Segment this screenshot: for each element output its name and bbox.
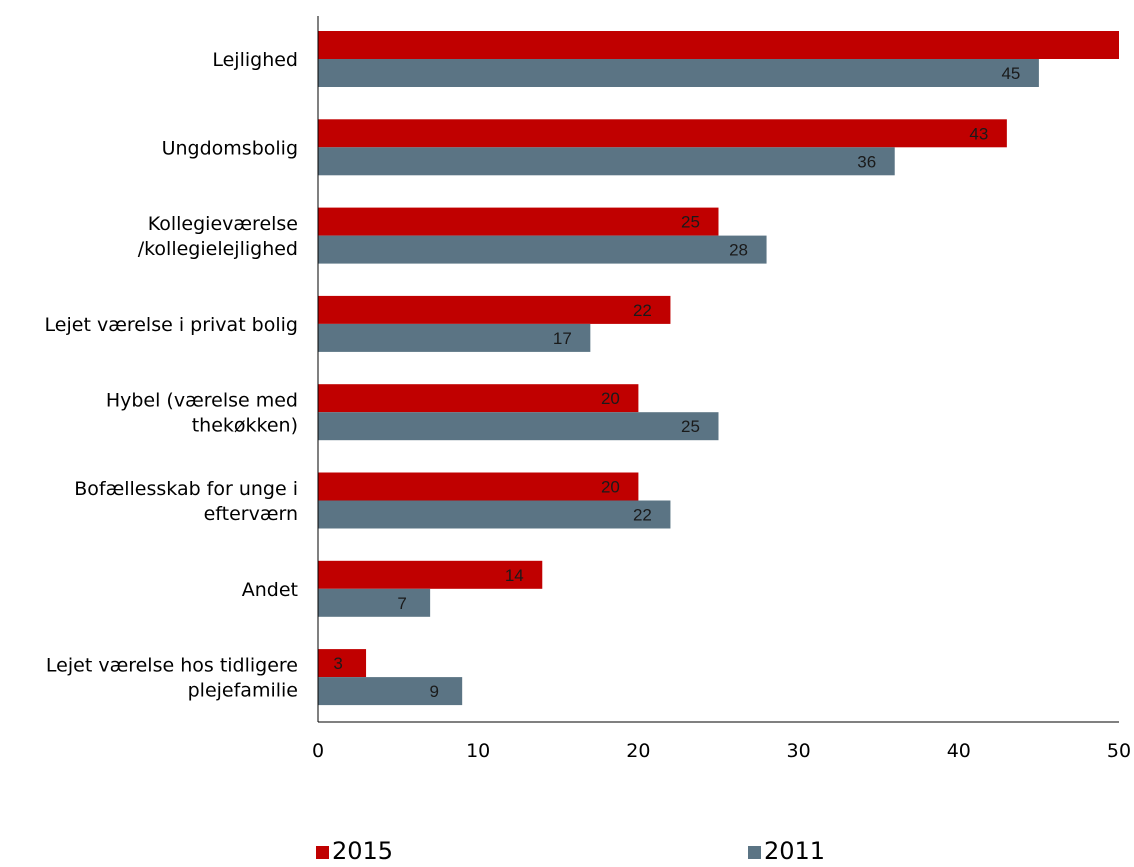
legend-label-2015: 2015 [332,837,393,865]
data-label-2011-8: 9 [429,682,438,701]
legend-swatch-2015 [316,846,329,859]
bar-2011-2 [318,147,895,176]
bar-2015-6 [318,472,639,501]
category-label-4: Lejet værelse i privat bolig [45,314,298,336]
data-label-2015-7: 14 [505,566,524,585]
data-label-2011-6: 22 [633,506,652,525]
x-tick-label: 30 [787,740,811,762]
legend-swatch-2011 [748,846,761,859]
data-label-2011-3: 28 [729,241,748,260]
legend-label-2011: 2011 [764,837,825,865]
bar-2011-1 [318,59,1039,87]
data-label-2011-5: 25 [681,417,700,436]
category-labels-layer: Lejlighed Ungdomsbolig Kollegieværelse/kol… [45,49,298,702]
bar-2015-7 [318,560,543,589]
data-label-2015-2: 43 [969,124,988,143]
x-tick-label: 40 [947,740,971,762]
x-tick-label: 10 [466,740,490,762]
bar-2015-4 [318,295,671,324]
data-labels-layer: 45 43 36 25 28 22 17 20 25 20 22 14 7 3 9 [333,64,1020,701]
x-tick-label: 20 [626,740,650,762]
data-label-2015-4: 22 [633,301,652,320]
data-label-2011-7: 7 [397,594,406,613]
category-label-8: plejefamilie [188,680,298,702]
bars-layer [318,31,1119,706]
bar-2011-4 [318,323,591,352]
x-tick-label: 0 [312,740,324,762]
bar-2015-8 [318,649,367,678]
bar-2015-2 [318,119,1007,148]
bar-2011-5 [318,412,719,441]
data-label-2011-1: 45 [1001,64,1020,83]
category-label-6: efterværn [204,503,298,525]
axes-layer: 0 10 20 30 40 50 [312,16,1131,762]
category-label-5: thekøkken) [192,415,298,437]
category-label-3: /kollegielejlighed [138,238,298,260]
x-tick-label: 50 [1107,740,1131,762]
data-label-2011-2: 36 [857,152,876,171]
data-label-2015-3: 25 [681,213,700,232]
category-label-5: Hybel (værelse med [106,390,298,412]
bar-2011-7 [318,588,431,617]
data-label-2015-5: 20 [601,389,620,408]
bar-2015-5 [318,384,639,413]
bar-2011-3 [318,235,767,264]
category-label-6: Bofællesskab for unge i [74,478,298,500]
legend: 2015 2011 [316,837,825,865]
category-label-8: Lejet værelse hos tidligere [46,655,298,677]
category-label-1: Lejlighed [212,49,298,71]
category-label-2: Ungdomsbolig [162,137,298,159]
bar-2011-8 [318,677,463,706]
data-label-2015-8: 3 [333,654,342,673]
category-label-7: Andet [242,579,298,601]
bar-2015-1 [318,31,1119,59]
category-label-3: Kollegieværelse [148,213,298,235]
bar-2011-6 [318,500,671,529]
bar-2015-3 [318,207,719,236]
data-label-2015-6: 20 [601,478,620,497]
data-label-2011-4: 17 [553,329,572,348]
